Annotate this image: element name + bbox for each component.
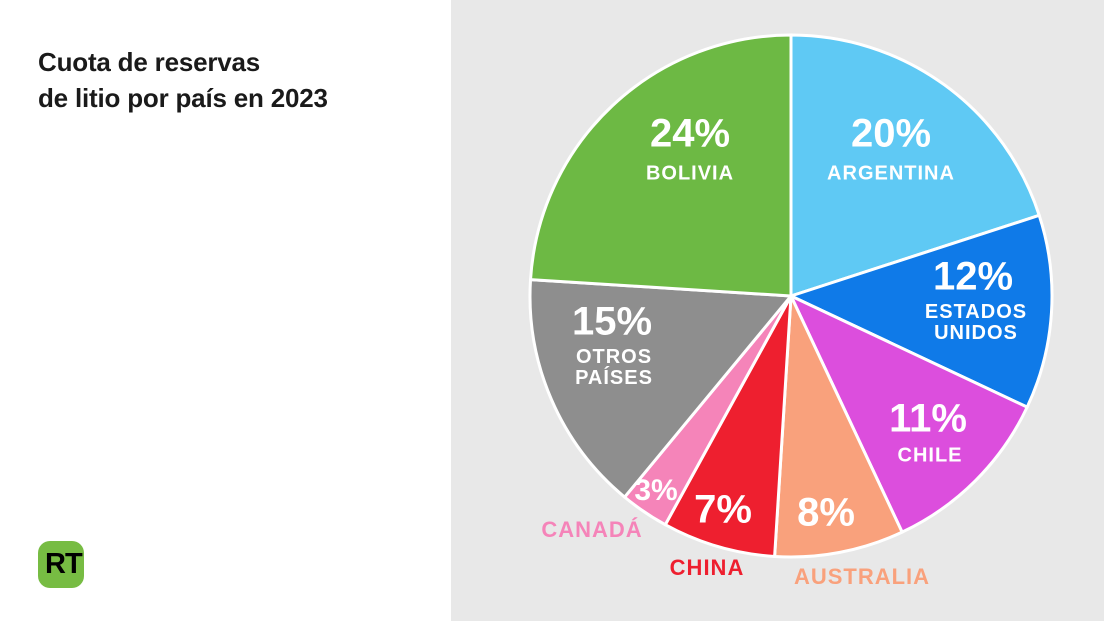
label-bolivia-pct: 24% — [649, 111, 731, 156]
label-canada-pct: 3% — [634, 474, 678, 507]
label-estados-unidos-pct: 12% — [932, 254, 1014, 299]
label-estados-unidos-name: ESTADOS UNIDOS — [924, 301, 1028, 344]
label-chile-name: CHILE — [897, 444, 963, 467]
pie-slices — [528, 33, 1054, 559]
label-australia-name: AUSTRALIA — [793, 564, 931, 589]
label-canada-name: CANADÁ — [541, 517, 643, 542]
label-argentina-pct: 20% — [850, 111, 932, 156]
pie-slice-otros-paises — [528, 278, 793, 499]
label-china-pct: 7% — [694, 487, 752, 532]
pie-slice-china — [663, 294, 793, 558]
pie-slice-argentina — [789, 33, 1041, 298]
title-line-1: Cuota de reservas — [38, 47, 261, 77]
label-otros-paises-name: OTROS PAÍSES — [575, 346, 653, 389]
pie-slice-bolivia — [529, 33, 793, 298]
pie-slice-chile — [789, 294, 1029, 534]
title-line-2: de litio por país en 2023 — [38, 83, 328, 113]
rt-logo: RT — [38, 541, 84, 588]
label-otros-paises-pct: 15% — [571, 299, 653, 344]
rt-logo-text: RT — [45, 547, 83, 580]
pie-slice-estados-unidos — [789, 213, 1054, 409]
label-chile-pct: 11% — [889, 396, 967, 441]
label-argentina-name: ARGENTINA — [827, 162, 955, 185]
pie-slice-australia — [773, 294, 904, 559]
label-bolivia-name: BOLIVIA — [645, 162, 735, 185]
page-title: Cuota de reservas de litio por país en 2… — [38, 44, 328, 116]
label-china-name: CHINA — [669, 555, 745, 580]
label-australia-pct: 8% — [797, 490, 855, 535]
